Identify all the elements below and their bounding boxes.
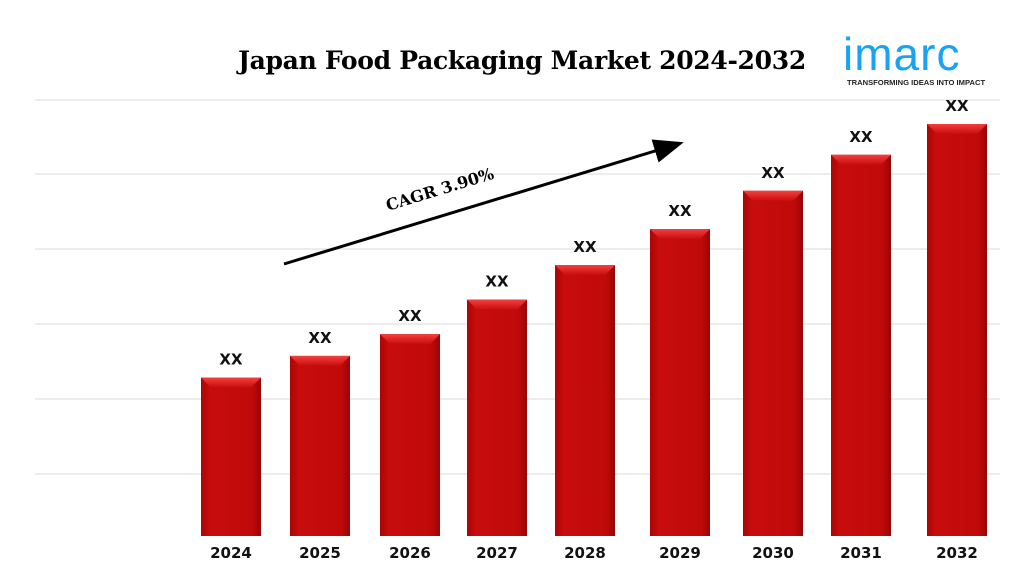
data-label: XX [308, 329, 332, 347]
x-tick-label: 2028 [564, 544, 606, 562]
bar-2032 [927, 124, 987, 537]
bar-bevel [467, 299, 527, 310]
x-tick-label: 2026 [389, 544, 431, 562]
x-tick-label: 2029 [659, 544, 701, 562]
x-tick-label: 2027 [476, 544, 518, 562]
bar-2028 [555, 265, 615, 536]
bar-bevel [650, 229, 710, 240]
x-tick-label: 2030 [752, 544, 794, 562]
bars: XX 2024 XX 2025 XX 2026 XX 2027 XX 2028 XX 2029 XX 20… [201, 97, 987, 562]
chart-title: Japan Food Packaging Market 2024-2032 [238, 46, 806, 75]
bar-bevel [380, 334, 440, 345]
x-tick-label: 2024 [210, 544, 252, 562]
data-label: XX [849, 128, 873, 146]
x-tick-label: 2031 [840, 544, 882, 562]
bar-bevel [831, 154, 891, 165]
bar-2026 [380, 334, 440, 536]
imarc-logo: imarc TRANSFORMING IDEAS INTO IMPACT [843, 26, 993, 90]
logo-wordmark: imarc [843, 28, 961, 80]
bar-bevel [743, 190, 803, 201]
logo-tagline: TRANSFORMING IDEAS INTO IMPACT [847, 78, 986, 87]
bar-bevel [201, 377, 261, 388]
bar-2030 [743, 190, 803, 536]
data-label: XX [761, 164, 785, 182]
cagr-annotation: CAGR 3.90% [384, 164, 497, 215]
x-tick-label: 2025 [299, 544, 341, 562]
data-label: XX [485, 273, 509, 291]
data-label: XX [945, 97, 969, 115]
data-label: XX [668, 202, 692, 220]
bar-2025 [290, 355, 350, 536]
bar-2024 [201, 377, 261, 536]
data-label: XX [573, 238, 597, 256]
bar-bevel [927, 124, 987, 135]
x-tick-label: 2032 [936, 544, 978, 562]
data-label: XX [398, 307, 422, 325]
cagr-arrow [283, 139, 684, 266]
bar-2027 [467, 299, 527, 536]
data-label: XX [219, 351, 243, 369]
bar-bevel [290, 355, 350, 366]
bar-2031 [831, 154, 891, 536]
bar-2029 [650, 229, 710, 536]
bar-bevel [555, 265, 615, 276]
